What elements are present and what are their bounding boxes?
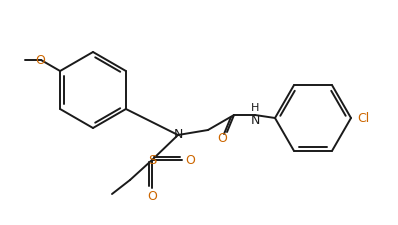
Text: O: O (35, 54, 45, 67)
Text: O: O (185, 153, 195, 166)
Text: N: N (250, 113, 259, 126)
Text: O: O (217, 133, 227, 146)
Text: H: H (251, 103, 259, 113)
Text: N: N (173, 128, 183, 142)
Text: Cl: Cl (357, 112, 369, 124)
Text: O: O (147, 189, 157, 202)
Text: S: S (148, 153, 156, 166)
